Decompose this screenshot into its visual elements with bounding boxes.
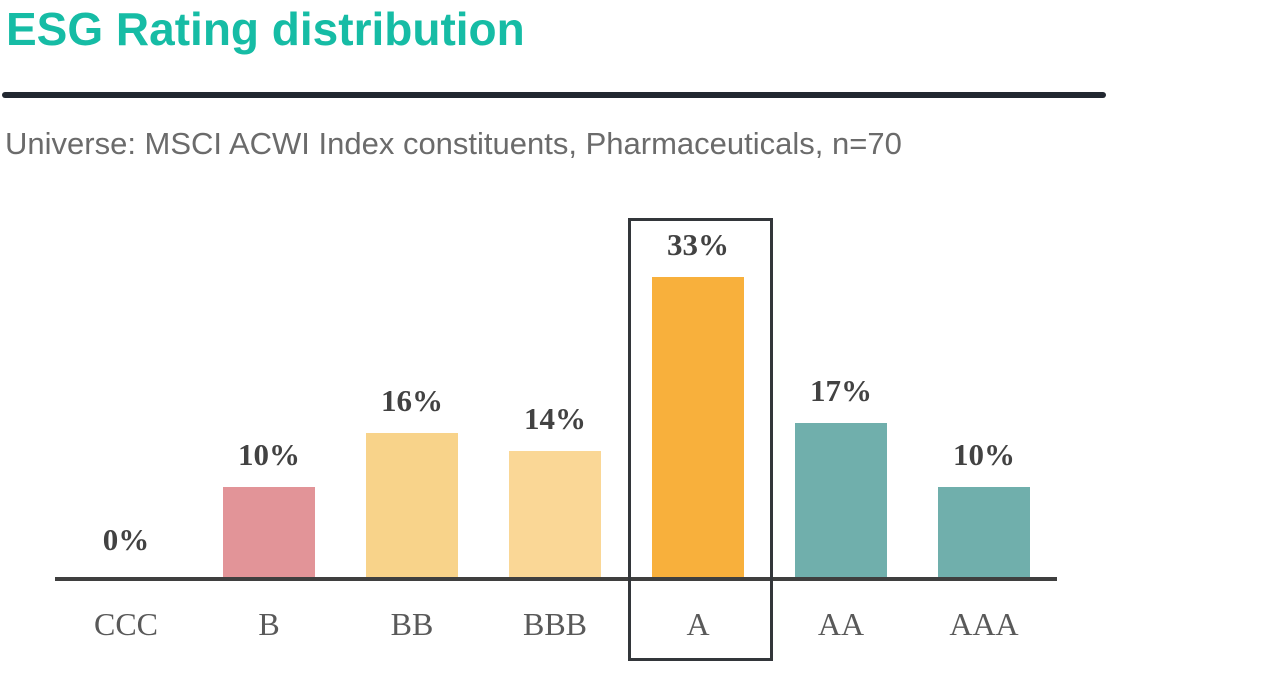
category-label-aaa: AAA: [949, 606, 1019, 642]
value-label-bb: 16%: [381, 383, 443, 418]
bar-bb: [366, 433, 458, 579]
highlight-box-a-rating: [627, 218, 773, 661]
value-label-bbb: 14%: [524, 401, 586, 436]
page-title: ESG Rating distribution: [6, 3, 525, 55]
bar-aaa: [938, 487, 1030, 579]
value-label-a: 33%: [667, 227, 729, 262]
value-label-b: 10%: [238, 437, 300, 472]
chart-subtitle: Universe: MSCI ACWI Index constituents, …: [5, 126, 902, 161]
bar-bbb: [509, 451, 601, 579]
category-label-a: A: [686, 606, 710, 642]
value-label-ccc: 0%: [102, 522, 150, 557]
category-label-b: B: [258, 606, 280, 642]
category-label-bb: BB: [390, 606, 434, 642]
bar-a: [652, 277, 744, 579]
bar-aa: [795, 423, 887, 579]
bar-b: [223, 487, 315, 579]
category-label-bbb: BBB: [522, 606, 588, 642]
x-axis-line: [55, 577, 1057, 581]
category-label-ccc: CCC: [93, 606, 159, 642]
category-label-aa: AA: [817, 606, 865, 642]
value-label-aaa: 10%: [953, 437, 1015, 472]
value-label-aa: 17%: [810, 373, 872, 408]
title-divider: [2, 92, 1106, 98]
